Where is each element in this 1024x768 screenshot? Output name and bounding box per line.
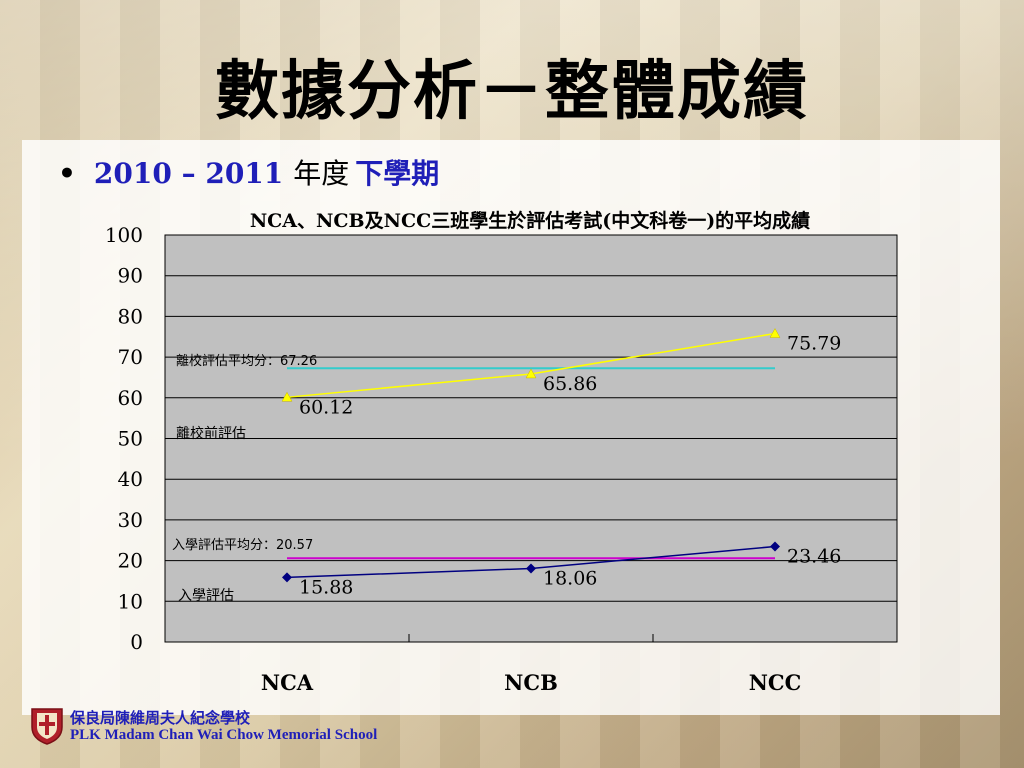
chart-title: NCA、NCB及NCC三班學生於評估考試(中文科卷一)的平均成績 [250, 209, 810, 232]
y-tick-label: 80 [118, 304, 143, 328]
x-axis-ticks: NCA NCB NCC [261, 634, 801, 695]
data-point [282, 572, 292, 583]
y-tick-label: 70 [118, 345, 143, 369]
data-point [525, 368, 537, 379]
year-word: 年度 [293, 157, 350, 190]
series-label-entry: 入學評估 [178, 588, 234, 604]
reference-lines [287, 367, 775, 560]
y-tick-label: 50 [118, 427, 143, 451]
y-axis-ticks: 0 10 20 30 40 50 60 70 80 90 100 [105, 223, 143, 654]
term-label: 下學期 [355, 157, 440, 190]
series-layer: 60.12 65.86 75.79 15.88 18.06 23.46 [281, 328, 841, 598]
x-tick-label: NCC [749, 670, 802, 695]
data-label: 18.06 [543, 567, 597, 589]
y-tick-label: 90 [118, 264, 143, 288]
page-title: 數據分析－整體成績 [215, 54, 809, 129]
school-name-english: PLK Madam Chan Wai Chow Memorial School [70, 727, 378, 743]
x-tick-label: NCA [261, 670, 314, 695]
series-label-leave: 離校前評估 [176, 425, 246, 442]
y-tick-label: 30 [118, 508, 143, 532]
y-tick-label: 10 [118, 589, 143, 613]
y-tick-label: 100 [105, 223, 143, 247]
data-point [281, 391, 293, 402]
data-point [526, 563, 536, 574]
bullet-marker: • [58, 157, 76, 190]
school-crest-icon [31, 708, 63, 745]
school-name-chinese: 保良局陳維周夫人紀念學校 [70, 709, 251, 727]
slide-subtitle: • 2010 – 2011 年度 下學期 [58, 152, 439, 192]
data-label: 65.86 [543, 373, 597, 395]
data-label: 23.46 [787, 546, 841, 568]
y-tick-label: 40 [118, 467, 143, 491]
data-label: 60.12 [299, 396, 353, 418]
x-tick-label: NCB [504, 670, 558, 695]
ref-label-entry: 入學評估平均分：20.57 [172, 538, 313, 553]
y-tick-label: 20 [118, 549, 143, 573]
data-label: 15.88 [299, 576, 353, 598]
data-point [770, 541, 780, 552]
ref-label-leave: 離校評估平均分：67.26 [176, 353, 317, 369]
y-tick-label: 0 [130, 630, 143, 654]
data-point [769, 328, 781, 338]
data-label: 75.79 [787, 333, 841, 355]
grid-lines [165, 275, 897, 602]
year-range: 2010 – 2011 [93, 157, 284, 190]
y-tick-label: 60 [118, 386, 143, 410]
